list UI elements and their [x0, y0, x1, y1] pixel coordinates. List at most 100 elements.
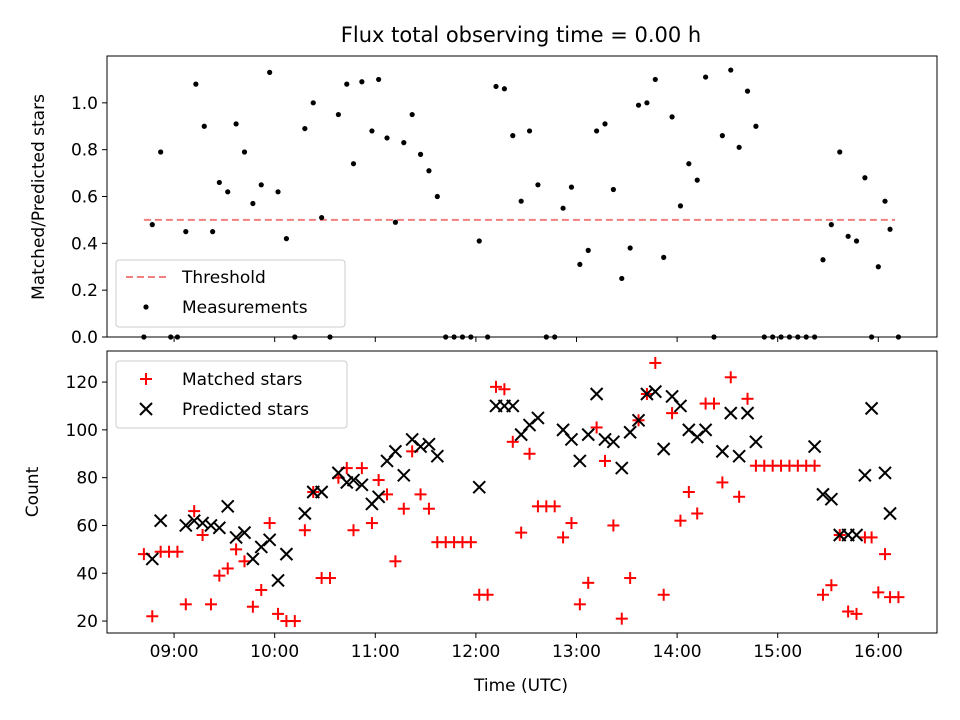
matched-stars-point	[255, 583, 268, 596]
measurement-point	[149, 222, 155, 228]
measurement-point	[661, 254, 667, 260]
legend-predicted-swatch	[139, 402, 153, 416]
predicted-stars-point	[724, 406, 738, 420]
matched-stars-point	[298, 524, 311, 537]
matched-stars-point	[221, 562, 234, 575]
count-legend: Matched stars Predicted stars	[115, 360, 348, 429]
measurement-point	[753, 123, 759, 129]
predicted-stars-point	[623, 425, 637, 439]
measurement-point	[845, 233, 851, 239]
measurement-point	[627, 245, 633, 251]
measurement-point	[417, 151, 424, 157]
matched-stars-point	[850, 607, 863, 620]
measurement-point	[669, 114, 675, 120]
count-panel: 09:00 10:00 11:00 12:00 13:00 14:00 15:00 16:00…	[23, 350, 938, 696]
measurement-point	[677, 203, 684, 209]
matched-stars-point	[389, 555, 402, 568]
measurement-point	[233, 121, 239, 127]
count-legend-box	[115, 360, 348, 429]
measurement-point	[585, 247, 591, 253]
measurement-point	[736, 144, 742, 150]
measurement-point	[359, 79, 365, 85]
predicted-stars-point	[262, 533, 277, 547]
predicted-stars-point	[346, 473, 361, 487]
predicted-stars-point	[606, 435, 621, 449]
matched-stars-point	[808, 459, 821, 472]
predicted-stars-point	[864, 401, 879, 416]
count-y-tick-label: 60	[76, 516, 98, 536]
matched-stars-point	[674, 514, 687, 527]
measurement-point	[493, 83, 499, 90]
predicted-stars-point	[715, 444, 730, 459]
legend-measurements-swatch	[143, 304, 149, 310]
matched-stars-point	[179, 598, 192, 611]
matched-stars-point	[691, 507, 704, 520]
matched-stars-point	[682, 486, 695, 498]
ratio-y-tick-label: 0.6	[71, 188, 98, 208]
matched-stars-point	[842, 605, 855, 618]
matched-stars-point	[498, 383, 511, 396]
matched-stars-point	[263, 517, 276, 530]
predicted-stars-point	[732, 449, 746, 463]
matched-stars-point	[825, 579, 838, 592]
matched-stars-point	[272, 607, 285, 620]
predicted-stars-point	[355, 478, 369, 492]
predicted-stars-point	[883, 506, 897, 521]
count-y-tick-label: 20	[76, 612, 98, 632]
matched-stars-point	[892, 591, 905, 604]
predicted-stars-point	[615, 461, 629, 475]
matched-stars-point	[523, 447, 536, 460]
measurement-point	[302, 125, 308, 132]
measurement-point	[501, 86, 507, 92]
matched-stars-point	[246, 600, 259, 613]
legend-predicted-label: Predicted stars	[182, 400, 309, 420]
ratio-plot-area	[141, 67, 902, 340]
x-tick-label: 10:00	[250, 642, 299, 662]
matched-stars-point	[355, 462, 368, 475]
measurement-point	[744, 88, 751, 94]
predicted-stars-point	[816, 487, 830, 502]
measurement-point	[392, 219, 399, 225]
predicted-stars-point	[153, 513, 168, 528]
matched-stars-point	[733, 490, 746, 503]
count-y-axis-label: Count	[23, 466, 43, 517]
measurement-point	[594, 128, 600, 134]
predicted-stars-point	[849, 528, 864, 542]
measurement-point	[560, 205, 566, 211]
measurement-point	[369, 128, 375, 134]
matched-stars-point	[414, 488, 427, 501]
predicted-stars-point	[589, 387, 604, 401]
predicted-stars-point	[598, 432, 612, 447]
matched-stars-point	[146, 610, 159, 623]
measurement-point	[703, 74, 709, 80]
measurement-point	[862, 175, 868, 181]
measurement-point	[686, 161, 692, 167]
ratio-legend: Threshold Measurements	[115, 259, 346, 328]
matched-stars-point	[288, 615, 301, 628]
matched-stars-point	[506, 435, 519, 448]
predicted-stars-point	[749, 435, 763, 449]
predicted-stars-point	[858, 468, 872, 482]
matched-stars-point	[557, 531, 570, 544]
matched-stars-point	[615, 612, 628, 625]
measurement-point	[384, 135, 390, 141]
x-axis-label: Time (UTC)	[473, 676, 568, 696]
measurement-point	[728, 67, 734, 73]
matched-stars-point	[515, 526, 528, 539]
matched-stars-point	[171, 545, 184, 558]
ratio-panel: 0.0 0.2 0.4 0.6 0.8 1.0 Matched/Predicted sta…	[29, 55, 938, 348]
measurement-point	[401, 140, 407, 146]
predicted-stars-point	[279, 547, 294, 561]
matched-stars-point	[238, 555, 251, 568]
matched-stars-point	[204, 598, 217, 611]
predicted-stars-point	[397, 468, 411, 482]
ratio-y-tick-label: 1.0	[71, 94, 98, 114]
measurement-point	[887, 226, 893, 232]
measurement-point	[526, 128, 533, 134]
predicted-stars-point	[413, 439, 428, 454]
count-panel-frame	[106, 350, 938, 634]
matched-stars-point	[565, 517, 578, 530]
count-y-tick-label: 80	[76, 469, 98, 489]
matched-stars-point	[548, 500, 561, 513]
